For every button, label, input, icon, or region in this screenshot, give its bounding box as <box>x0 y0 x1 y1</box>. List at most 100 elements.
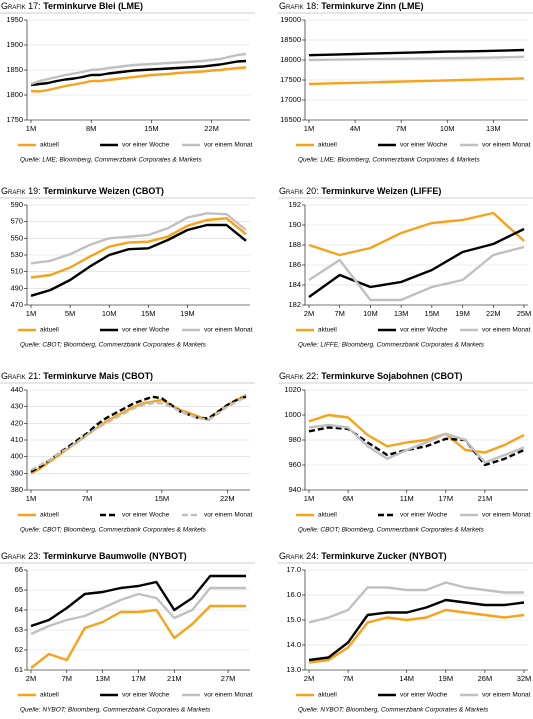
series-line <box>30 59 247 87</box>
x-tick-label: 15M <box>155 494 170 503</box>
y-tick-label: 940 <box>288 485 301 494</box>
y-tick-label: 18000 <box>280 55 301 64</box>
x-tick-label: 15M <box>144 124 159 133</box>
y-tick-label: 17000 <box>280 95 301 104</box>
chart-title: Terminkurve Zinn (LME) <box>321 1 423 11</box>
legend-label: aktuell <box>40 142 59 149</box>
y-tick-label: 190 <box>288 220 301 229</box>
legend-label: vor einer Woche <box>400 327 448 334</box>
y-tick-label: 15.0 <box>286 615 301 624</box>
chart-source: Quelle: LIFFE; Bloomberg, Commerzbank Co… <box>298 342 485 349</box>
legend-label: vor einem Monat <box>482 512 531 519</box>
chart-title: Terminkurve Baumwolle (NYBOT) <box>43 551 186 561</box>
chart-label: Grafik 24: <box>279 551 319 561</box>
legend-label: aktuell <box>318 327 337 334</box>
y-tick-label: 410 <box>10 435 23 444</box>
chart-heading: Grafik 22: Terminkurve Sojabohnen (CBOT) <box>279 371 463 381</box>
y-tick-label: 62 <box>15 645 23 654</box>
x-tick-label: 5M <box>65 309 75 318</box>
legend-label: aktuell <box>40 327 59 334</box>
series-line <box>308 423 525 464</box>
x-tick-label: 1M <box>26 124 36 133</box>
y-tick-label: 184 <box>288 280 301 289</box>
legend-label: vor einem Monat <box>204 512 253 519</box>
chart-title: Terminkurve Sojabohnen (CBOT) <box>321 371 462 381</box>
legend-label: vor einem Monat <box>482 327 531 334</box>
chart-panel: Grafik 23: Terminkurve Baumwolle (NYBOT)… <box>0 551 255 714</box>
y-tick-label: 1000 <box>284 410 301 419</box>
x-tick-label: 7M <box>62 674 72 683</box>
series-line <box>30 212 247 265</box>
series-line <box>308 55 525 62</box>
legend-label: vor einem Monat <box>204 692 253 699</box>
y-tick-label: 550 <box>10 233 23 242</box>
legend-label: aktuell <box>40 512 59 519</box>
chart-heading: Grafik 20: Terminkurve Weizen (LIFFE) <box>279 186 441 196</box>
x-tick-label: 4M <box>350 124 360 133</box>
series-line <box>308 245 525 302</box>
legend-label: vor einer Woche <box>400 142 448 149</box>
series-line <box>30 52 247 86</box>
chart-panel: Grafik 24: Terminkurve Zucker (NYBOT) 13.… <box>278 551 533 714</box>
legend-label: aktuell <box>318 692 337 699</box>
x-tick-label: 1M <box>304 124 314 133</box>
y-tick-label: 530 <box>10 250 23 259</box>
y-tick-label: 1950 <box>6 15 23 24</box>
x-tick-label: 15M <box>141 309 156 318</box>
chart-source: Quelle: CBOT; Bloomberg, Commerzbank Cor… <box>20 527 207 534</box>
y-tick-label: 14.0 <box>286 640 301 649</box>
chart-label: Grafik 22: <box>279 371 319 381</box>
x-tick-label: 7M <box>343 674 353 683</box>
chart-source: Quelle: LME; Bloomberg, Commerzbank Corp… <box>298 157 480 164</box>
y-tick-label: 61 <box>15 665 23 674</box>
x-tick-label: 11M <box>400 494 414 503</box>
chart-label: Grafik 21: <box>1 371 41 381</box>
y-tick-label: 430 <box>10 402 23 411</box>
x-tick-label: 25M <box>517 309 532 318</box>
y-tick-label: 510 <box>10 267 23 276</box>
legend-label: aktuell <box>40 692 59 699</box>
y-tick-label: 1850 <box>6 65 23 74</box>
y-tick-label: 420 <box>10 418 23 427</box>
series-line <box>30 604 246 669</box>
x-tick-label: 1M <box>304 494 314 503</box>
x-tick-label: 26M <box>478 674 493 683</box>
series-line <box>30 395 247 472</box>
legend-label: vor einem Monat <box>482 142 531 149</box>
x-tick-label: 10M <box>102 309 117 318</box>
chart-heading: Grafik 21: Terminkurve Mais (CBOT) <box>1 371 153 381</box>
legend-label: vor einer Woche <box>122 327 170 334</box>
y-tick-label: 63 <box>15 625 23 634</box>
x-tick-label: 7M <box>335 309 345 318</box>
chart-label: Grafik 19: <box>1 186 41 196</box>
y-tick-label: 380 <box>10 485 23 494</box>
x-tick-label: 21M <box>478 494 493 503</box>
legend-label: vor einem Monat <box>204 142 253 149</box>
legend-label: vor einer Woche <box>122 142 170 149</box>
y-tick-label: 188 <box>288 240 301 249</box>
x-tick-label: 22M <box>204 124 219 133</box>
series-line <box>308 581 524 624</box>
chart-panel: Grafik 21: Terminkurve Mais (CBOT) 380 390… <box>0 371 255 534</box>
x-tick-label: 2M <box>304 674 314 683</box>
chart-title: Terminkurve Blei (LME) <box>43 1 143 11</box>
x-tick-label: 14M <box>399 674 414 683</box>
x-tick-label: 13M <box>486 124 501 133</box>
legend-label: vor einem Monat <box>204 327 253 334</box>
y-tick-label: 16.0 <box>286 590 301 599</box>
chart-panel: Grafik 18: Terminkurve Zinn (LME) 16500 17… <box>278 1 533 164</box>
y-tick-label: 17.0 <box>286 565 301 574</box>
series-line <box>30 217 247 279</box>
x-tick-label: 10M <box>440 124 455 133</box>
legend-label: aktuell <box>318 512 337 519</box>
x-tick-label: 13M <box>95 674 110 683</box>
chart-label: Grafik 17: <box>1 1 41 11</box>
x-tick-label: 21M <box>167 674 182 683</box>
y-tick-label: 192 <box>288 200 301 209</box>
chart-label: Grafik 18: <box>279 1 319 11</box>
legend-label: vor einer Woche <box>400 512 448 519</box>
y-tick-label: 1800 <box>6 90 23 99</box>
x-tick-label: 19M <box>455 309 470 318</box>
x-tick-label: 27M <box>221 674 236 683</box>
series-line <box>308 227 525 298</box>
